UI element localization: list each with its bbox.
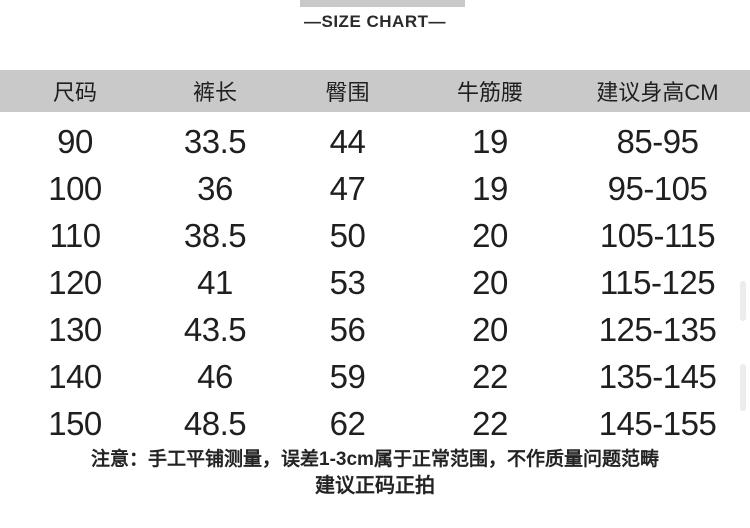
column-header-suggested-height: 建议身高CM <box>596 80 719 105</box>
table-row: 150 48.5 62 22 145-155 <box>0 400 750 447</box>
table-cell: 56 <box>329 310 366 348</box>
table-row: 90 33.5 44 19 85-95 <box>0 118 750 165</box>
table-cell: 140 <box>48 357 102 395</box>
table-row: 130 43.5 56 20 125-135 <box>0 306 750 353</box>
column-header-pants-length: 裤长 <box>192 80 237 105</box>
size-chart-title: —SIZE CHART— <box>304 12 446 31</box>
column-header-hip: 臀围 <box>325 80 370 105</box>
table-body: 90 33.5 44 19 85-95 100 36 47 19 95-105 … <box>0 118 750 447</box>
sizing-advice-note: 建议正码正拍 <box>315 475 435 497</box>
table-cell: 130 <box>48 310 102 348</box>
top-divider-bar <box>300 0 465 7</box>
table-row: 110 38.5 50 20 105-115 <box>0 212 750 259</box>
table-cell: 44 <box>329 122 366 160</box>
table-cell: 36 <box>197 169 233 207</box>
table-cell: 20 <box>472 263 508 301</box>
measurement-note: 注意：手工平铺测量，误差1-3cm属于正常范围，不作质量问题范畴 <box>91 449 659 470</box>
column-header-elastic-waist: 牛筋腰 <box>456 80 523 105</box>
right-edge-artifact <box>740 364 746 411</box>
table-cell: 19 <box>472 169 508 207</box>
right-edge-artifact <box>740 281 746 321</box>
table-row: 100 36 47 19 95-105 <box>0 165 750 212</box>
column-header-size: 尺码 <box>52 80 97 105</box>
table-cell: 38.5 <box>183 216 247 254</box>
table-cell: 59 <box>329 357 366 395</box>
table-cell: 62 <box>329 404 366 442</box>
table-cell: 19 <box>472 122 508 160</box>
table-cell: 105-115 <box>599 216 716 254</box>
table-cell: 46 <box>197 357 233 395</box>
table-cell: 120 <box>48 263 102 301</box>
table-cell: 95-105 <box>607 169 708 207</box>
table-cell: 115-125 <box>599 263 716 301</box>
size-table: 尺码 裤长 臀围 牛筋腰 建议身高CM 90 33.5 44 19 85-95 … <box>0 70 750 447</box>
table-row: 140 46 59 22 135-145 <box>0 353 750 400</box>
table-cell: 20 <box>472 310 508 348</box>
table-header-row: 尺码 裤长 臀围 牛筋腰 建议身高CM <box>0 70 750 112</box>
table-cell: 85-95 <box>616 122 699 160</box>
table-cell: 41 <box>197 263 233 301</box>
table-cell: 100 <box>48 169 102 207</box>
table-cell: 47 <box>329 169 366 207</box>
table-cell: 20 <box>472 216 508 254</box>
table-cell: 145-155 <box>598 404 717 442</box>
table-cell: 150 <box>48 404 102 442</box>
table-cell: 135-145 <box>598 357 717 395</box>
table-cell: 33.5 <box>183 122 247 160</box>
footnotes: 注意：手工平铺测量，误差1-3cm属于正常范围，不作质量问题范畴 建议正码正拍 <box>0 448 750 500</box>
table-cell: 22 <box>472 404 508 442</box>
table-cell: 125-135 <box>598 310 717 348</box>
table-cell: 110 <box>49 216 101 254</box>
table-cell: 50 <box>329 216 366 254</box>
table-cell: 43.5 <box>183 310 247 348</box>
table-cell: 22 <box>472 357 508 395</box>
table-cell: 53 <box>329 263 366 301</box>
table-cell: 48.5 <box>183 404 247 442</box>
table-row: 120 41 53 20 115-125 <box>0 259 750 306</box>
table-cell: 90 <box>57 122 93 160</box>
